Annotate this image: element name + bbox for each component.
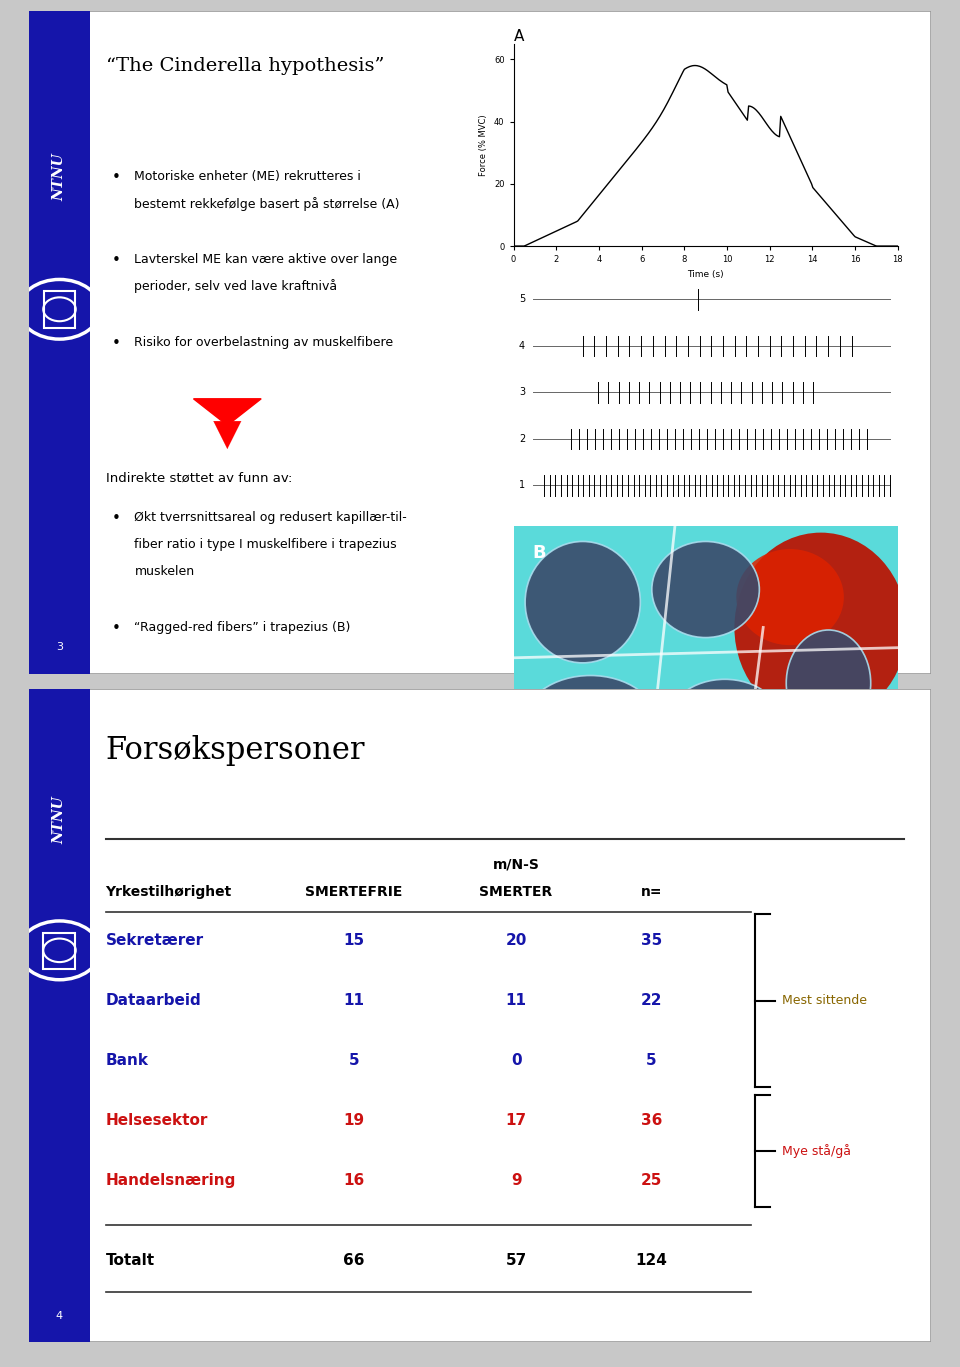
Text: 11: 11 [343, 994, 364, 1007]
Text: Mest sittende: Mest sittende [782, 994, 867, 1007]
Text: •: • [112, 336, 121, 351]
Ellipse shape [736, 550, 844, 645]
Text: Lavterskel ME kan være aktive over lange: Lavterskel ME kan være aktive over lange [134, 253, 397, 267]
Text: 5: 5 [518, 294, 525, 305]
Text: Bank: Bank [106, 1053, 149, 1068]
Text: B: B [533, 544, 546, 562]
Text: 11: 11 [506, 994, 527, 1007]
Text: •: • [112, 621, 121, 636]
Text: •: • [112, 253, 121, 268]
Text: Orderly MU recruitment: Orderly MU recruitment [644, 536, 767, 547]
Text: fiber ratio i type I muskelfibere i trapezius: fiber ratio i type I muskelfibere i trap… [134, 539, 397, 551]
Text: Økt tverrsnittsareal og redusert kapillær-til-: Økt tverrsnittsareal og redusert kapillæ… [134, 511, 407, 525]
Text: 4: 4 [519, 340, 525, 351]
Text: 5: 5 [646, 1053, 657, 1068]
Text: Helsesektor: Helsesektor [106, 1113, 208, 1128]
Text: Totalt: Totalt [106, 1254, 155, 1269]
Text: 20: 20 [505, 934, 527, 949]
Text: 5: 5 [348, 1053, 359, 1068]
Text: SMERTEFRIE: SMERTEFRIE [305, 884, 402, 899]
Text: perioder, selv ved lave kraftnivå: perioder, selv ved lave kraftnivå [134, 279, 338, 294]
Text: Forsøkspersoner: Forsøkspersoner [106, 734, 365, 766]
Text: •: • [112, 511, 121, 526]
Text: Yrkestilhørighet: Yrkestilhørighet [106, 884, 231, 899]
Text: Indirekte støttet av funn av:: Indirekte støttet av funn av: [106, 472, 292, 485]
X-axis label: Time (s): Time (s) [687, 269, 724, 279]
FancyArrow shape [194, 399, 261, 425]
Text: 16: 16 [343, 1173, 364, 1188]
Text: Handelsnæring: Handelsnæring [106, 1173, 236, 1188]
Bar [43, 932, 75, 969]
Ellipse shape [734, 533, 907, 722]
Bar [29, 11, 90, 674]
Text: 25: 25 [640, 1173, 662, 1188]
Text: 35: 35 [641, 934, 662, 949]
Text: NTNU: NTNU [53, 153, 66, 201]
Text: 66: 66 [343, 1254, 365, 1269]
Text: Sekretærer: Sekretærer [106, 934, 204, 949]
Text: Motoriske enheter (ME) rekrutteres i: Motoriske enheter (ME) rekrutteres i [134, 170, 361, 183]
Text: SMERTER: SMERTER [479, 884, 553, 899]
Text: Risiko for overbelastning av muskelfibere: Risiko for overbelastning av muskelfiber… [134, 336, 394, 349]
Text: n=: n= [640, 884, 662, 899]
Text: 124: 124 [636, 1254, 667, 1269]
Text: 22: 22 [640, 994, 662, 1007]
Text: •: • [112, 170, 121, 185]
Text: Dataarbeid: Dataarbeid [106, 994, 202, 1007]
Text: 1: 1 [519, 480, 525, 491]
Text: “The Cinderella hypothesis”: “The Cinderella hypothesis” [106, 57, 384, 75]
Text: 9: 9 [511, 1173, 521, 1188]
Text: 0: 0 [511, 1053, 521, 1068]
Bar [44, 291, 75, 328]
Text: “Ragged-red fibers” i trapezius (B): “Ragged-red fibers” i trapezius (B) [134, 621, 350, 634]
Text: 4: 4 [56, 1311, 63, 1322]
Text: Ragged-red muscle fiber: Ragged-red muscle fiber [641, 800, 770, 809]
Ellipse shape [523, 675, 658, 771]
Bar [29, 689, 90, 1342]
Ellipse shape [525, 541, 640, 663]
Y-axis label: Force (% MVC): Force (% MVC) [479, 113, 489, 176]
Text: 36: 36 [640, 1113, 662, 1128]
Text: NTNU: NTNU [53, 796, 66, 843]
Text: 19: 19 [343, 1113, 364, 1128]
Ellipse shape [667, 679, 782, 768]
Text: 3: 3 [56, 642, 63, 652]
Text: 2: 2 [518, 433, 525, 444]
Ellipse shape [786, 630, 871, 737]
Text: Mye stå/gå: Mye stå/gå [782, 1144, 852, 1158]
Text: bestemt rekkefølge basert på størrelse (A): bestemt rekkefølge basert på størrelse (… [134, 197, 400, 211]
Text: 17: 17 [506, 1113, 527, 1128]
Text: muskelen: muskelen [134, 565, 195, 577]
Ellipse shape [652, 541, 759, 637]
Text: 15: 15 [343, 934, 364, 949]
Text: A: A [514, 29, 524, 44]
Text: m/N-S: m/N-S [492, 858, 540, 872]
Text: 57: 57 [506, 1254, 527, 1269]
Text: 3: 3 [519, 387, 525, 398]
